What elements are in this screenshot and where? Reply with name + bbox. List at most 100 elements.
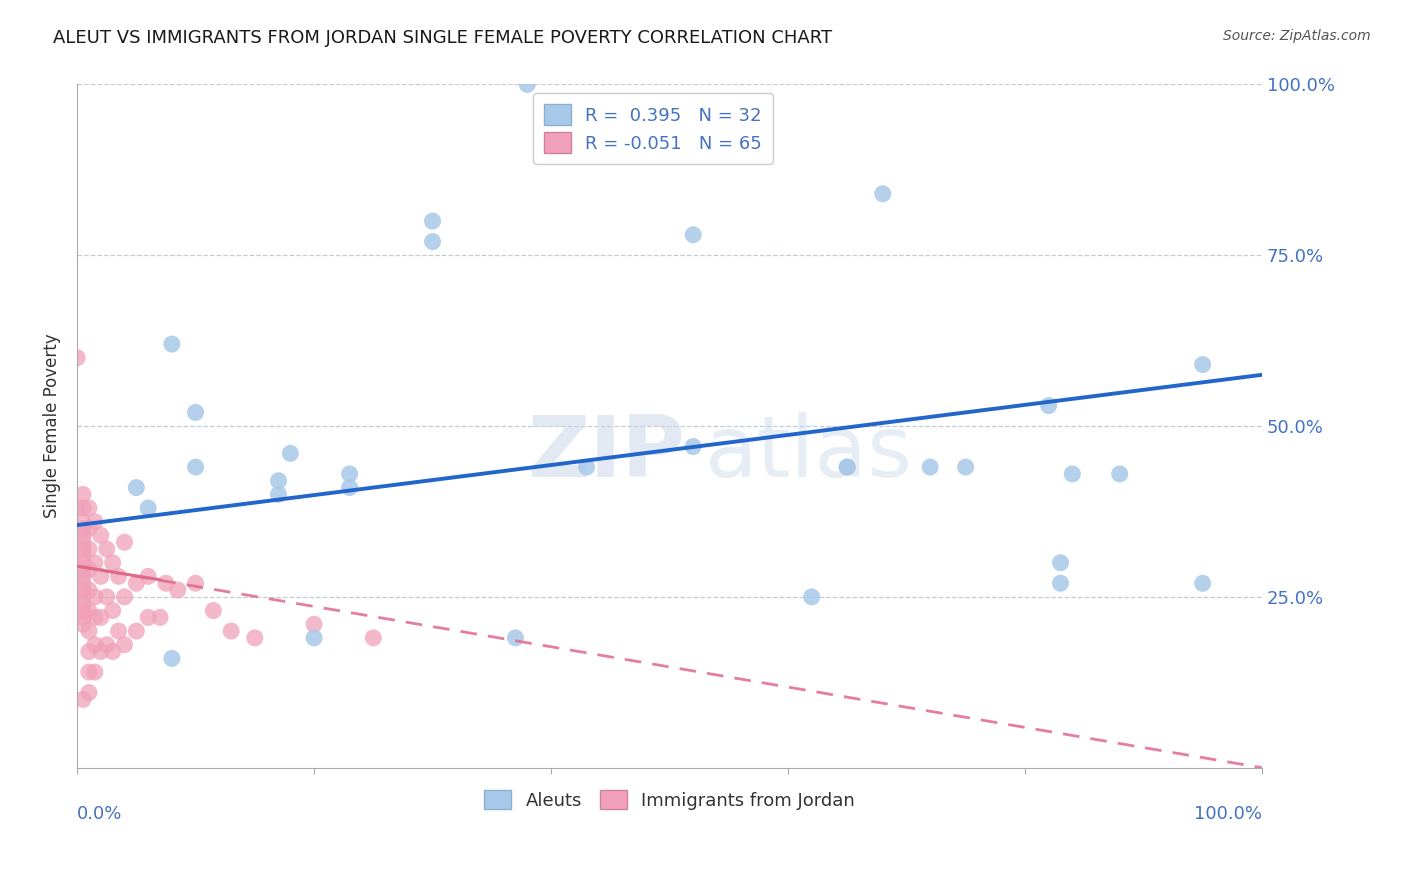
Text: 0.0%: 0.0% bbox=[77, 805, 122, 823]
Point bbox=[125, 576, 148, 591]
Point bbox=[72, 563, 94, 577]
Point bbox=[83, 665, 105, 679]
Point bbox=[920, 460, 942, 475]
Point bbox=[955, 460, 977, 475]
Y-axis label: Single Female Poverty: Single Female Poverty bbox=[44, 334, 60, 518]
Point bbox=[184, 405, 207, 419]
Point bbox=[77, 563, 100, 577]
Point bbox=[339, 467, 361, 481]
Point bbox=[96, 542, 118, 557]
Text: 100.0%: 100.0% bbox=[1194, 805, 1263, 823]
Point bbox=[125, 481, 148, 495]
Point bbox=[184, 460, 207, 475]
Point bbox=[280, 446, 302, 460]
Point bbox=[114, 590, 136, 604]
Point bbox=[72, 692, 94, 706]
Point bbox=[1038, 399, 1060, 413]
Point bbox=[72, 528, 94, 542]
Point bbox=[72, 610, 94, 624]
Point bbox=[90, 644, 112, 658]
Text: Source: ZipAtlas.com: Source: ZipAtlas.com bbox=[1223, 29, 1371, 43]
Point bbox=[72, 617, 94, 632]
Point bbox=[575, 460, 598, 475]
Point bbox=[72, 542, 94, 557]
Point bbox=[302, 617, 325, 632]
Point bbox=[72, 535, 94, 549]
Point bbox=[1108, 467, 1130, 481]
Point bbox=[267, 474, 290, 488]
Point bbox=[302, 631, 325, 645]
Point bbox=[72, 515, 94, 529]
Point bbox=[219, 624, 242, 638]
Point bbox=[422, 235, 444, 249]
Point bbox=[1191, 576, 1213, 591]
Point bbox=[90, 610, 112, 624]
Point bbox=[72, 556, 94, 570]
Point bbox=[72, 522, 94, 536]
Point bbox=[77, 542, 100, 557]
Point bbox=[66, 351, 89, 365]
Point bbox=[77, 685, 100, 699]
Point bbox=[136, 610, 159, 624]
Point bbox=[243, 631, 266, 645]
Point bbox=[72, 487, 94, 501]
Point bbox=[77, 501, 100, 516]
Point bbox=[1062, 467, 1084, 481]
Point bbox=[800, 590, 823, 604]
Point bbox=[77, 644, 100, 658]
Point bbox=[83, 590, 105, 604]
Point bbox=[77, 665, 100, 679]
Point bbox=[267, 487, 290, 501]
Point bbox=[682, 440, 704, 454]
Point bbox=[872, 186, 894, 201]
Point bbox=[837, 460, 859, 475]
Legend: Aleuts, Immigrants from Jordan: Aleuts, Immigrants from Jordan bbox=[477, 782, 862, 817]
Point bbox=[96, 590, 118, 604]
Point bbox=[1049, 576, 1071, 591]
Point bbox=[77, 624, 100, 638]
Point bbox=[66, 501, 89, 516]
Text: ALEUT VS IMMIGRANTS FROM JORDAN SINGLE FEMALE POVERTY CORRELATION CHART: ALEUT VS IMMIGRANTS FROM JORDAN SINGLE F… bbox=[53, 29, 832, 46]
Text: atlas: atlas bbox=[704, 412, 912, 495]
Point bbox=[72, 569, 94, 583]
Text: ZIP: ZIP bbox=[527, 412, 685, 495]
Point bbox=[682, 227, 704, 242]
Point bbox=[77, 582, 100, 597]
Point bbox=[125, 624, 148, 638]
Point bbox=[202, 603, 225, 617]
Point bbox=[136, 501, 159, 516]
Point bbox=[107, 624, 129, 638]
Point bbox=[363, 631, 385, 645]
Point bbox=[160, 337, 183, 351]
Point bbox=[72, 501, 94, 516]
Point bbox=[505, 631, 527, 645]
Point bbox=[1191, 358, 1213, 372]
Point bbox=[72, 603, 94, 617]
Point bbox=[422, 214, 444, 228]
Point bbox=[1049, 556, 1071, 570]
Point bbox=[184, 576, 207, 591]
Point bbox=[114, 535, 136, 549]
Point bbox=[90, 569, 112, 583]
Point bbox=[101, 603, 124, 617]
Point bbox=[149, 610, 172, 624]
Point bbox=[83, 638, 105, 652]
Point bbox=[83, 515, 105, 529]
Point bbox=[90, 528, 112, 542]
Point bbox=[72, 576, 94, 591]
Point bbox=[77, 603, 100, 617]
Point bbox=[77, 522, 100, 536]
Point bbox=[837, 460, 859, 475]
Point bbox=[160, 651, 183, 665]
Point bbox=[155, 576, 177, 591]
Point bbox=[96, 638, 118, 652]
Point bbox=[339, 481, 361, 495]
Point bbox=[72, 582, 94, 597]
Point bbox=[136, 569, 159, 583]
Point bbox=[516, 78, 538, 92]
Point bbox=[72, 590, 94, 604]
Point bbox=[72, 549, 94, 563]
Point bbox=[107, 569, 129, 583]
Point bbox=[83, 610, 105, 624]
Point bbox=[72, 597, 94, 611]
